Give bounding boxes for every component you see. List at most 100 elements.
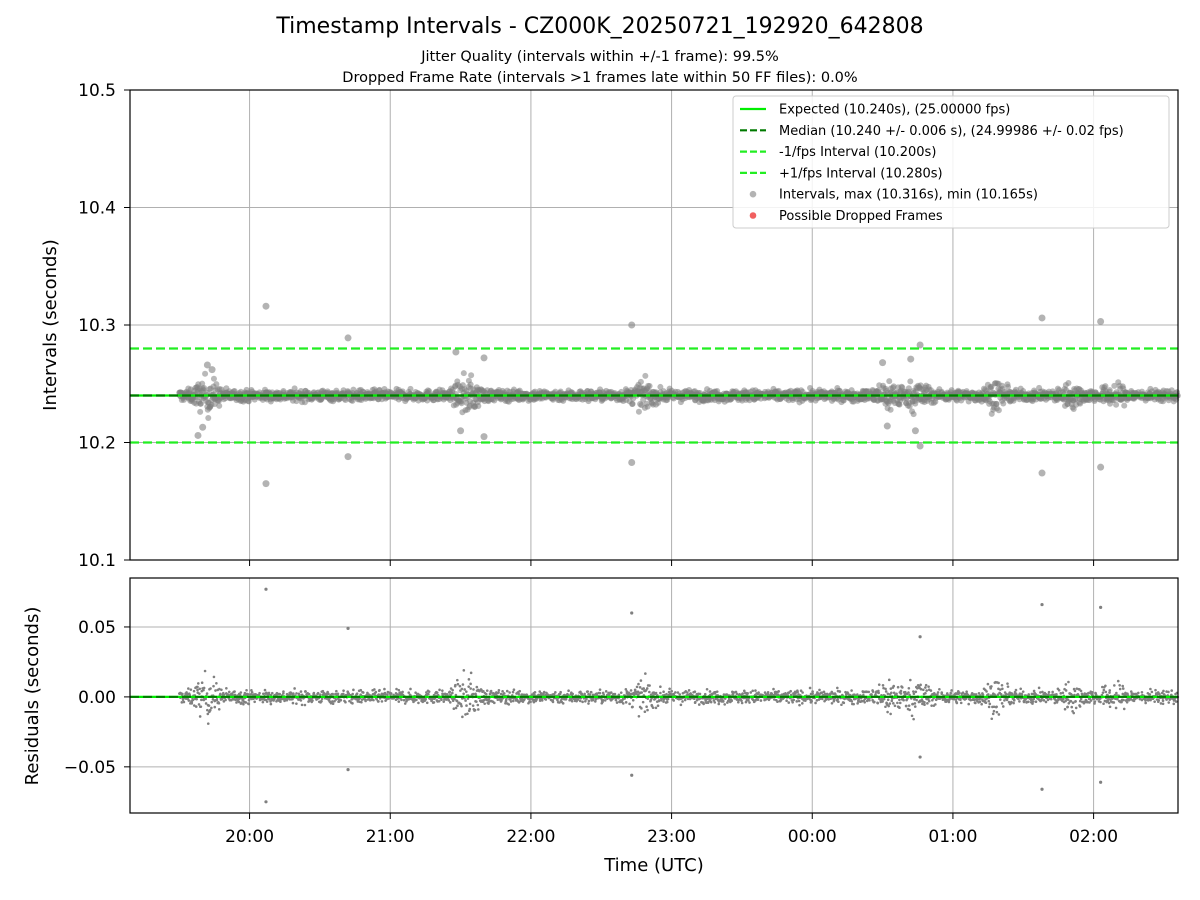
residual-point xyxy=(1040,699,1043,702)
residual-point xyxy=(187,687,190,690)
residual-point xyxy=(884,687,887,691)
residual-point xyxy=(335,689,338,693)
residual-point xyxy=(926,702,929,705)
residual-point xyxy=(638,686,642,689)
residual-point xyxy=(227,690,231,694)
residual-point xyxy=(244,701,248,704)
residual-point xyxy=(1017,697,1020,701)
residual-point xyxy=(899,692,903,695)
residual-point xyxy=(331,692,334,696)
residual-point xyxy=(888,702,892,705)
residual-point xyxy=(992,705,996,709)
residual-point xyxy=(1108,705,1112,709)
residual-point xyxy=(523,698,526,701)
residual-point xyxy=(890,691,893,695)
residual-point xyxy=(881,684,885,687)
interval-point xyxy=(475,403,482,410)
residual-point xyxy=(1031,700,1035,703)
residual-point xyxy=(456,704,459,708)
interval-point xyxy=(458,400,465,407)
residual-point xyxy=(1010,700,1013,704)
residual-point xyxy=(331,702,335,706)
residual-point xyxy=(1122,698,1125,702)
residual-point xyxy=(466,712,469,716)
residual-point xyxy=(644,672,647,675)
y-tick-label: 0.05 xyxy=(78,618,116,638)
residual-point xyxy=(881,699,884,703)
residual-point xyxy=(693,700,697,704)
residual-point xyxy=(182,700,186,704)
residual-point xyxy=(708,690,712,693)
residual-point xyxy=(505,689,509,693)
residual-point xyxy=(992,709,996,713)
residual-point xyxy=(467,678,471,681)
residual-point xyxy=(341,692,345,696)
residual-point xyxy=(796,690,799,694)
interval-point xyxy=(216,402,223,409)
residual-point xyxy=(424,697,427,701)
residual-point xyxy=(219,692,222,696)
interval-point xyxy=(407,385,414,392)
residual-point xyxy=(452,707,456,711)
residual-point xyxy=(556,698,559,702)
residual-point xyxy=(702,702,705,706)
residual-point xyxy=(465,690,468,693)
residual-point xyxy=(220,688,223,692)
interval-point xyxy=(201,384,208,391)
residual-point xyxy=(957,691,961,694)
residual-point xyxy=(1101,691,1105,694)
residual-point xyxy=(889,712,892,716)
residual-point xyxy=(489,689,493,693)
residual-point xyxy=(674,691,677,694)
residual-point xyxy=(1066,705,1069,709)
residual-point xyxy=(850,689,853,692)
interval-point xyxy=(213,381,220,388)
residual-point xyxy=(587,702,590,705)
residual-point xyxy=(402,698,406,702)
residual-point xyxy=(425,701,429,705)
residual-point xyxy=(877,691,880,695)
residual-point xyxy=(919,687,923,691)
residual-point xyxy=(508,691,511,694)
residual-point xyxy=(842,701,846,705)
residual-point xyxy=(609,691,613,694)
residual-point xyxy=(207,704,211,707)
residual-point xyxy=(1012,701,1015,705)
residual-point xyxy=(981,693,985,696)
residual-point xyxy=(304,690,307,693)
residual-point xyxy=(959,701,963,705)
residual-point xyxy=(511,690,515,694)
residual-point xyxy=(1006,682,1009,685)
residual-point xyxy=(1114,706,1118,710)
residual-point xyxy=(1078,705,1082,708)
residual-point xyxy=(1000,702,1004,705)
residual-point xyxy=(561,702,565,705)
interval-outlier-point xyxy=(194,431,202,439)
residual-point xyxy=(401,690,404,694)
residual-point xyxy=(320,697,324,701)
residual-point xyxy=(940,691,944,694)
residual-point xyxy=(751,689,755,693)
residual-point xyxy=(344,700,347,704)
residual-point xyxy=(427,690,431,693)
residual-point xyxy=(740,699,743,703)
residual-point xyxy=(198,715,202,718)
residual-point xyxy=(1113,684,1116,687)
residual-point xyxy=(1104,690,1108,694)
residual-point xyxy=(270,691,274,695)
residual-point xyxy=(873,700,876,704)
residual-point xyxy=(518,689,522,693)
residual-point xyxy=(291,701,295,705)
residual-point xyxy=(465,704,468,707)
residual-point xyxy=(403,702,407,705)
dropped-frame-subtitle: Dropped Frame Rate (intervals >1 frames … xyxy=(342,70,858,86)
x-tick-label: 20:00 xyxy=(225,827,274,847)
residual-point xyxy=(213,705,217,709)
residual-point xyxy=(602,693,606,696)
y-tick-label: 10.5 xyxy=(78,81,116,101)
x-tick-label: 01:00 xyxy=(928,827,977,847)
residual-point xyxy=(662,700,665,703)
residual-point xyxy=(818,688,821,692)
residual-point xyxy=(838,690,842,693)
interval-point xyxy=(1113,401,1120,408)
